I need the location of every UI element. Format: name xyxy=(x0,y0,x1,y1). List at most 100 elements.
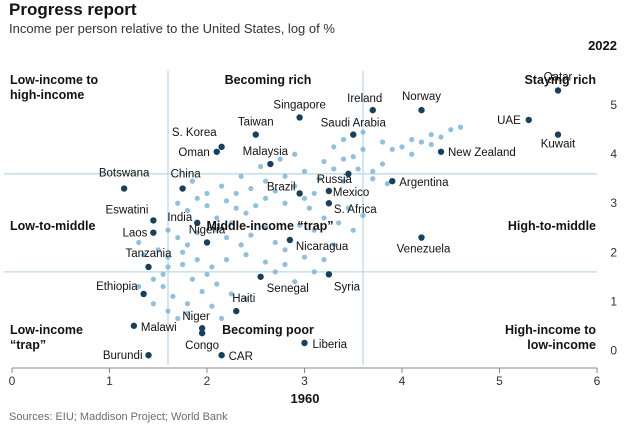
country-dot xyxy=(282,261,288,268)
country-dot xyxy=(399,144,405,150)
country-dot xyxy=(340,136,347,143)
country-dot xyxy=(340,178,347,184)
country-label: Botswana xyxy=(99,168,150,180)
country-dot xyxy=(384,181,390,187)
country-label: Russia xyxy=(317,174,353,186)
country-dot xyxy=(204,271,210,277)
quadrant-label: Becoming rich xyxy=(225,73,312,87)
country-dot-highlight xyxy=(179,185,186,192)
x-tick-label: 2 xyxy=(204,374,211,388)
country-dot xyxy=(194,195,200,201)
country-dot xyxy=(262,259,269,265)
country-dot-highlight xyxy=(194,219,201,227)
country-dot xyxy=(184,242,191,248)
country-dot-highlight xyxy=(418,106,425,114)
country-dot xyxy=(331,242,337,248)
country-dot xyxy=(248,232,254,238)
quadrant-label: High-income to low-income xyxy=(505,323,596,352)
country-label: New Zealand xyxy=(448,147,516,159)
country-label: Syria xyxy=(334,281,361,293)
country-dot xyxy=(184,207,191,214)
country-dot xyxy=(370,176,376,182)
country-dot xyxy=(277,156,283,162)
country-dot-highlight xyxy=(218,351,225,359)
country-dot xyxy=(282,247,288,253)
country-dot-highlight xyxy=(325,187,333,195)
country-dot xyxy=(223,234,230,241)
country-label: Taiwan xyxy=(238,117,274,129)
country-label: Burundi xyxy=(103,350,143,362)
country-dot xyxy=(350,227,356,233)
country-dot xyxy=(448,127,454,133)
country-label: Nicaragua xyxy=(296,241,349,253)
country-dot xyxy=(243,210,249,216)
country-dot xyxy=(355,166,361,172)
country-dot xyxy=(248,185,254,192)
country-dot-highlight xyxy=(389,177,396,185)
country-dot xyxy=(204,203,210,209)
country-dot xyxy=(297,222,303,228)
country-dot xyxy=(141,252,147,258)
country-dot xyxy=(301,195,308,201)
country-dot xyxy=(214,215,220,221)
country-dot xyxy=(189,276,195,282)
country-dot xyxy=(331,166,337,172)
country-dot xyxy=(194,257,200,263)
quadrant-label: Becoming poor xyxy=(222,323,314,337)
country-label: Norway xyxy=(402,91,441,103)
country-dot xyxy=(282,173,288,179)
country-dot-highlight xyxy=(554,87,562,94)
country-dot xyxy=(360,212,366,219)
country-label: Brazil xyxy=(267,181,296,193)
country-dot xyxy=(282,200,288,206)
quadrant-label: Staying rich xyxy=(524,73,596,87)
country-dot-highlight xyxy=(257,273,264,280)
page-title: Progress report xyxy=(9,0,137,19)
country-label: Malawi xyxy=(141,322,177,334)
country-dot xyxy=(180,249,186,255)
country-label: Haiti xyxy=(232,293,255,305)
country-dot-highlight xyxy=(296,190,303,197)
country-dot xyxy=(379,161,386,167)
country-dot xyxy=(409,136,415,143)
country-label: UAE xyxy=(497,115,521,127)
source-note: Sources: EIU; Maddison Project; World Ba… xyxy=(9,411,228,423)
country-dot xyxy=(238,173,244,179)
x-tick-label: 1 xyxy=(106,374,113,388)
country-label: Congo xyxy=(185,340,219,352)
country-dot xyxy=(457,124,464,130)
country-dot xyxy=(418,139,425,145)
country-label: S. Africa xyxy=(334,204,377,216)
country-dot-highlight xyxy=(213,148,220,155)
country-dot-highlight xyxy=(345,170,352,178)
country-dot xyxy=(428,141,434,148)
quadrant-label: High-to-middle xyxy=(508,219,596,233)
country-dot xyxy=(253,203,259,209)
x-tick-label: 5 xyxy=(496,374,503,388)
country-dot xyxy=(321,158,327,165)
country-dot-highlight xyxy=(418,234,425,241)
country-dot xyxy=(336,220,342,226)
y-tick-label: 2 xyxy=(610,245,617,259)
country-dot xyxy=(170,293,176,299)
country-label: Liberia xyxy=(313,339,348,351)
x-axis-title: 1960 xyxy=(291,391,320,406)
country-dot xyxy=(219,183,225,189)
country-dot-highlight xyxy=(150,217,157,224)
country-dot xyxy=(389,146,395,152)
country-dot xyxy=(360,129,366,135)
country-dot xyxy=(292,279,298,285)
country-dot-highlight xyxy=(267,160,274,168)
country-dot xyxy=(340,156,347,162)
country-dot-highlight xyxy=(218,143,225,151)
y-tick-label: 4 xyxy=(610,147,617,161)
country-dot xyxy=(428,132,434,138)
country-dot xyxy=(243,296,249,302)
country-dot-highlight xyxy=(286,236,294,244)
country-dot xyxy=(136,239,142,246)
country-label: Qatar xyxy=(544,72,573,84)
country-dot-highlight xyxy=(203,239,211,246)
country-dot xyxy=(345,205,351,211)
country-dot-highlight xyxy=(198,329,206,337)
country-dot xyxy=(238,242,244,248)
